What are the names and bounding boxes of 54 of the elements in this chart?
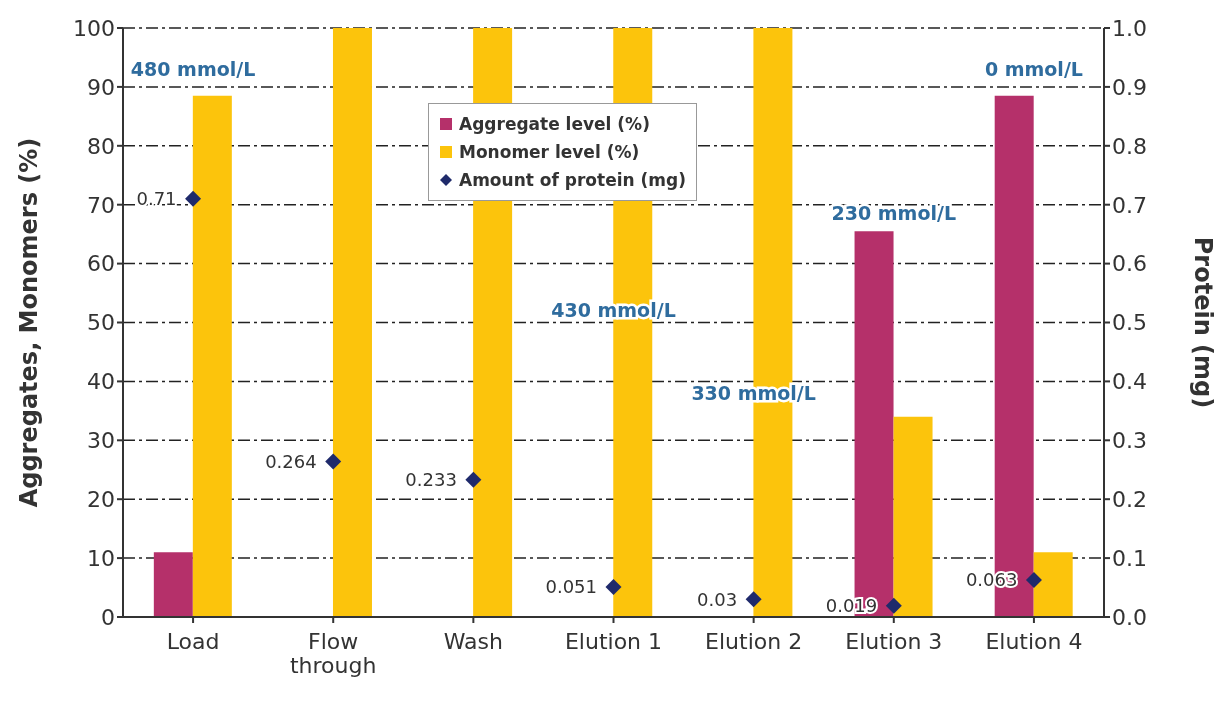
bar <box>153 552 193 617</box>
y-tick-label: 90 <box>87 74 115 100</box>
point <box>885 597 902 614</box>
y2-tick-label: 0.7 <box>1112 192 1147 218</box>
y2-tick-label: 0.9 <box>1112 74 1147 100</box>
y-tick-label: 30 <box>87 428 115 454</box>
y2-tick-label: 0.4 <box>1112 369 1147 395</box>
point <box>1025 571 1042 588</box>
y-tick-label: 60 <box>87 251 115 277</box>
annotation: 0 mmol/L <box>984 57 1083 80</box>
annotation: 480 mmol/L <box>130 57 256 80</box>
point <box>185 190 202 207</box>
y2-tick-label: 0.1 <box>1112 545 1147 571</box>
y-tick-label: 80 <box>87 133 115 159</box>
x-tick-label: Elution 1 <box>564 629 663 654</box>
y2-tick-label: 0.0 <box>1112 604 1147 630</box>
point <box>465 471 482 488</box>
y-tick-label: 0 <box>101 604 115 630</box>
legend-label: Aggregate level (%) <box>459 113 650 136</box>
bar <box>893 416 933 617</box>
y-tick-label: 50 <box>87 310 115 336</box>
bar <box>192 95 232 617</box>
legend-label: Amount of protein (mg) <box>459 169 686 192</box>
x-tick-label: Elution 4 <box>985 629 1083 654</box>
point <box>325 453 342 470</box>
data-label: 0.233 <box>405 469 457 491</box>
y2-tick-label: 0.5 <box>1112 310 1147 336</box>
y2-tick-label: 0.8 <box>1112 133 1147 159</box>
y-tick-label: 10 <box>87 545 115 571</box>
data-label: 0.264 <box>265 450 317 472</box>
y2-tick-label: 0.6 <box>1112 251 1147 277</box>
y-tick-label: 70 <box>87 192 115 218</box>
point <box>605 578 622 595</box>
y2-tick-label: 0.3 <box>1112 428 1147 454</box>
annotation: 230 mmol/L <box>831 202 957 225</box>
y-axis-title: Aggregates, Monomers (%) <box>14 137 43 508</box>
data-label: 0.051 <box>545 576 597 598</box>
y2-tick-label: 1.0 <box>1112 15 1147 41</box>
x-tick-label: Flow through <box>289 629 377 678</box>
point <box>745 591 762 608</box>
y2-axis-title: Protein (mg) <box>1189 236 1218 409</box>
y-tick-label: 40 <box>87 369 115 395</box>
y-tick-label: 20 <box>87 487 115 513</box>
bar <box>1033 552 1073 617</box>
data-label: 0.03 <box>697 588 738 610</box>
bar <box>332 28 372 617</box>
x-tick-label: Wash <box>443 629 503 654</box>
y2-tick-label: 0.2 <box>1112 487 1147 513</box>
x-tick-label: Elution 2 <box>705 629 803 654</box>
legend-label: Monomer level (%) <box>459 141 640 164</box>
x-tick-label: Elution 3 <box>845 629 943 654</box>
data-label: 0.71 <box>136 188 177 210</box>
x-tick-label: Load <box>166 629 220 654</box>
y-tick-label: 100 <box>73 15 115 41</box>
